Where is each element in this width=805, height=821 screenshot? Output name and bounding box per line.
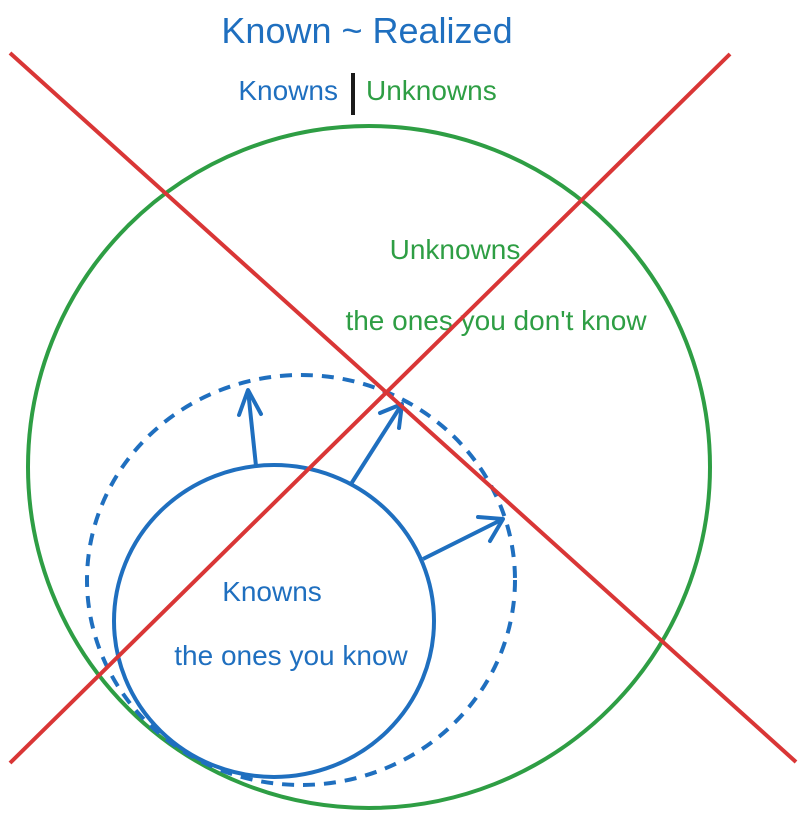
unknowns-region-title: Unknowns [390, 234, 521, 265]
expanded-knowns-dashed-circle [85, 373, 517, 787]
knowns-region-title: Knowns [222, 576, 322, 607]
knowns-circle [112, 463, 436, 779]
growth-arrow-up [237, 388, 263, 467]
growth-arrow-right [422, 515, 505, 561]
legend-knowns: Knowns [238, 75, 338, 106]
cross-out-line-descending [8, 51, 798, 764]
knowns-region-subtitle: the ones you know [174, 640, 408, 671]
unknowns-circle [26, 124, 712, 810]
unknowns-region-subtitle: the ones you don't know [345, 305, 647, 336]
growth-arrow-diagonal [349, 402, 404, 486]
cross-out-line-ascending [8, 52, 732, 765]
legend-unknowns: Unknowns [366, 75, 497, 106]
diagram-title: Known ~ Realized [221, 10, 512, 51]
